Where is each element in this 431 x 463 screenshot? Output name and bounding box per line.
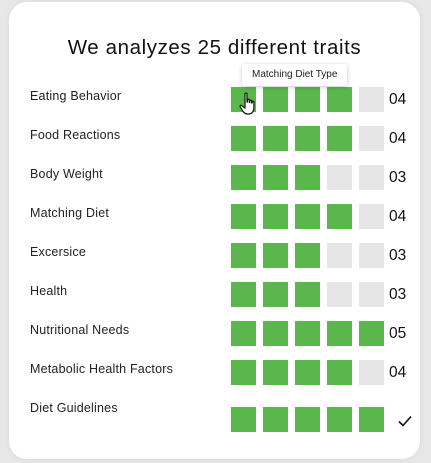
score-square-empty	[359, 126, 384, 151]
trait-score-bar	[231, 321, 384, 347]
score-square-filled	[263, 243, 288, 268]
score-square-filled	[327, 204, 352, 229]
score-square-filled	[327, 407, 352, 432]
score-square-filled	[231, 407, 256, 432]
score-square-filled	[295, 360, 320, 385]
score-square-filled	[327, 321, 352, 346]
score-square-filled	[263, 360, 288, 385]
trait-score: 03	[389, 169, 407, 186]
score-square-filled	[295, 87, 320, 112]
score-square-filled	[327, 87, 352, 112]
score-square-empty	[359, 243, 384, 268]
score-square-filled	[231, 165, 256, 190]
score-square-filled	[231, 360, 256, 385]
trait-row: Body Weight 03	[9, 165, 420, 191]
trait-score-bar	[231, 165, 384, 191]
score-square-filled	[295, 243, 320, 268]
score-square-filled	[295, 204, 320, 229]
trait-score: 04	[389, 130, 407, 147]
trait-score-bar	[231, 126, 384, 152]
trait-label: Eating Behavior	[30, 89, 122, 103]
score-square-filled	[327, 360, 352, 385]
trait-row: Metabolic Health Factors 04	[9, 360, 420, 386]
score-square-filled	[231, 204, 256, 229]
score-square-filled	[231, 243, 256, 268]
score-square-filled	[263, 165, 288, 190]
trait-row: Eating Behavior 04	[9, 87, 420, 113]
trait-row: Matching Diet 04	[9, 204, 420, 230]
trait-label: Nutritional Needs	[30, 323, 130, 337]
checkmark-icon	[398, 415, 412, 427]
score-square-filled	[231, 126, 256, 151]
score-square-filled	[295, 321, 320, 346]
score-square-filled	[295, 126, 320, 151]
score-square-filled	[359, 321, 384, 346]
score-square-filled	[359, 407, 384, 432]
trait-label: Metabolic Health Factors	[30, 362, 174, 376]
score-square-filled	[263, 321, 288, 346]
trait-row: Food Reactions 04	[9, 126, 420, 152]
trait-row: Excersice 03	[9, 243, 420, 269]
trait-label: Health	[30, 284, 68, 298]
score-square-filled	[263, 204, 288, 229]
score-square-empty	[359, 360, 384, 385]
score-square-filled	[231, 282, 256, 307]
trait-score-bar	[231, 282, 384, 308]
trait-row: Health 03	[9, 282, 420, 308]
trait-score: 03	[389, 286, 407, 303]
trait-score: 03	[389, 247, 407, 264]
card-title: We analyzes 25 different traits	[67, 36, 362, 59]
trait-label: Diet Guidelines	[30, 401, 118, 415]
score-square-filled	[295, 407, 320, 432]
score-square-empty	[359, 165, 384, 190]
score-square-filled	[263, 87, 288, 112]
score-square-filled	[263, 282, 288, 307]
score-square-empty	[327, 243, 352, 268]
trait-score-bar	[231, 87, 384, 113]
trait-row: Diet Guidelines	[9, 399, 420, 432]
trait-label: Food Reactions	[30, 128, 121, 142]
trait-score-bar	[231, 243, 384, 269]
score-square-filled	[231, 321, 256, 346]
trait-score: 05	[389, 325, 407, 342]
score-square-filled	[263, 407, 288, 432]
score-square-empty	[359, 282, 384, 307]
hand-cursor-icon	[239, 92, 255, 115]
score-square-empty	[327, 165, 352, 190]
trait-score-bar	[231, 407, 384, 433]
score-square-filled	[295, 282, 320, 307]
trait-score: 04	[389, 364, 407, 381]
score-square-filled	[327, 126, 352, 151]
trait-label: Matching Diet	[30, 206, 110, 220]
trait-label: Excersice	[30, 245, 86, 259]
tooltip: Matching Diet Type	[242, 64, 348, 86]
trait-label: Body Weight	[30, 167, 103, 181]
score-square-filled	[295, 165, 320, 190]
trait-row: Nutritional Needs 05	[9, 321, 420, 347]
score-square-empty	[359, 204, 384, 229]
trait-score-bar	[231, 360, 384, 386]
trait-score: 04	[389, 208, 407, 225]
score-square-empty	[327, 282, 352, 307]
traits-card: We analyzes 25 different traits Matching…	[9, 2, 420, 459]
score-square-filled	[263, 126, 288, 151]
trait-score: 04	[389, 91, 407, 108]
score-square-empty	[359, 87, 384, 112]
trait-score-bar	[231, 204, 384, 230]
